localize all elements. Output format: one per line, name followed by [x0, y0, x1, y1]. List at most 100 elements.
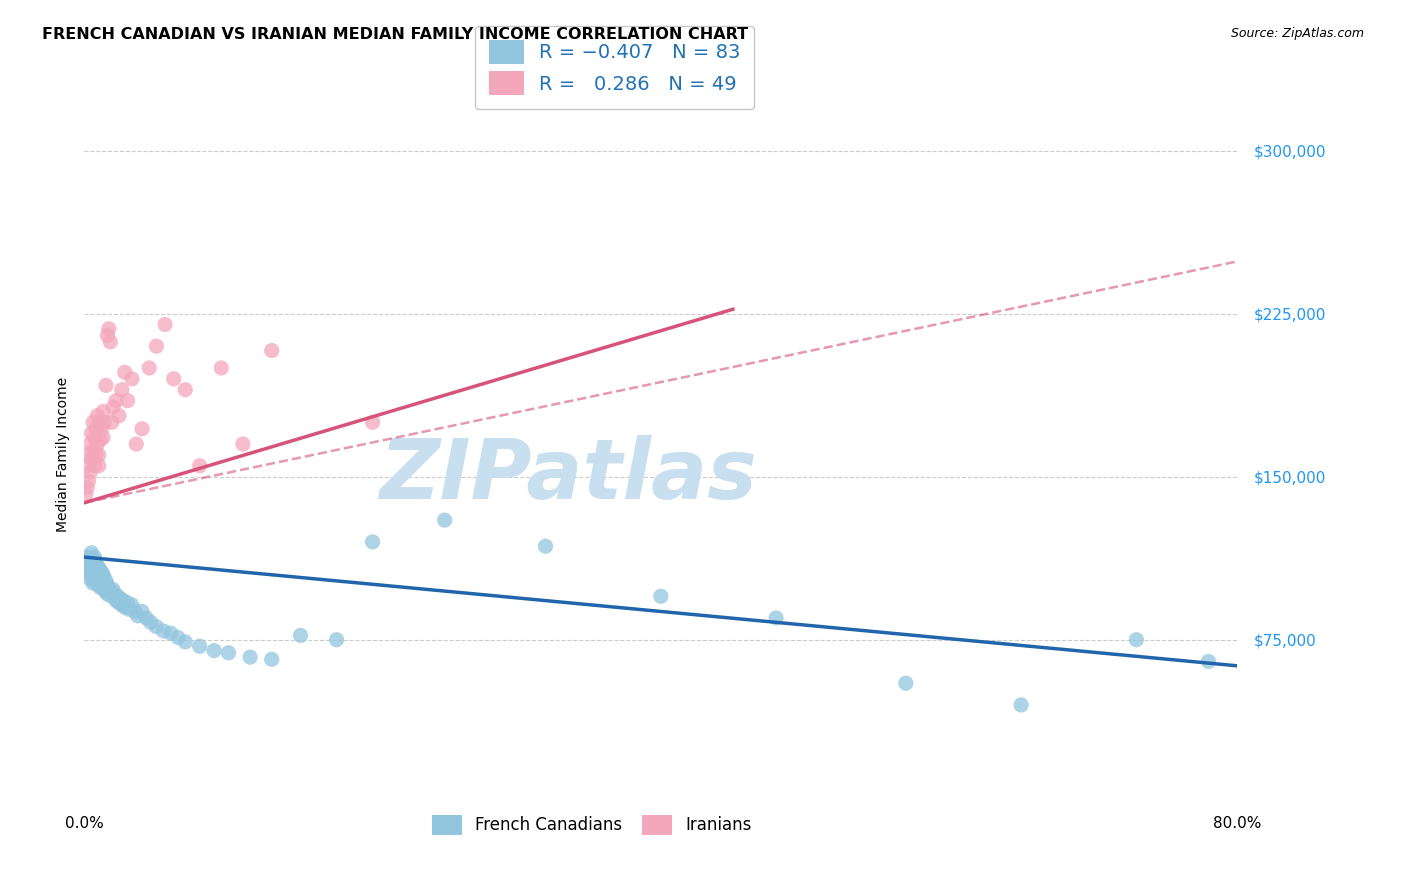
Point [174, 383, 197, 397]
Point [87, 458, 110, 473]
Point [108, 596, 131, 610]
Point [79, 563, 101, 577]
Point [83, 557, 105, 571]
Point [76, 458, 98, 473]
Point [125, 437, 148, 451]
Point [110, 591, 132, 606]
Point [91, 430, 114, 444]
Point [105, 593, 128, 607]
Point [765, 611, 787, 625]
Point [103, 400, 124, 414]
Text: ZIPatlas: ZIPatlas [380, 435, 758, 516]
Point [84, 563, 107, 577]
Point [98, 334, 121, 349]
Point [117, 596, 139, 610]
Point [121, 372, 143, 386]
Text: FRENCH CANADIAN VS IRANIAN MEDIAN FAMILY INCOME CORRELATION CHART: FRENCH CANADIAN VS IRANIAN MEDIAN FAMILY… [42, 27, 748, 42]
Point [80, 546, 103, 560]
Point [174, 635, 197, 649]
Point [93, 572, 115, 586]
Point [86, 409, 108, 423]
Point [94, 378, 117, 392]
Point [112, 593, 135, 607]
Point [325, 632, 347, 647]
Point [167, 631, 190, 645]
Point [209, 360, 232, 375]
Point [96, 587, 118, 601]
Point [139, 615, 162, 630]
Point [76, 561, 98, 575]
Point [1125, 632, 1147, 647]
Point [83, 458, 105, 473]
Point [83, 574, 105, 588]
Point [91, 567, 114, 582]
Point [79, 554, 101, 568]
Point [77, 552, 100, 566]
Point [114, 600, 136, 615]
Point [650, 589, 672, 603]
Point [86, 558, 108, 573]
Point [84, 422, 107, 436]
Point [160, 626, 183, 640]
Point [93, 415, 115, 429]
Point [82, 561, 104, 575]
Point [124, 605, 146, 619]
Point [97, 322, 120, 336]
Point [84, 448, 107, 462]
Point [1010, 698, 1032, 712]
Point [90, 566, 112, 580]
Point [361, 415, 384, 429]
Point [100, 589, 122, 603]
Point [96, 578, 118, 592]
Point [433, 513, 456, 527]
Point [80, 570, 103, 584]
Point [82, 552, 104, 566]
Point [75, 487, 97, 501]
Point [90, 422, 112, 436]
Point [86, 566, 108, 580]
Point [894, 676, 917, 690]
Point [80, 452, 103, 467]
Point [83, 430, 105, 444]
Point [108, 409, 131, 423]
Point [145, 339, 167, 353]
Point [100, 415, 122, 429]
Point [89, 572, 111, 586]
Point [534, 539, 557, 553]
Point [87, 448, 110, 462]
Legend: French Canadians, Iranians: French Canadians, Iranians [423, 806, 761, 843]
Point [290, 628, 312, 642]
Point [218, 646, 240, 660]
Point [84, 554, 107, 568]
Point [75, 557, 97, 571]
Point [1198, 655, 1220, 669]
Point [98, 585, 121, 599]
Point [87, 578, 110, 592]
Point [105, 393, 128, 408]
Point [239, 650, 262, 665]
Point [118, 602, 141, 616]
Point [145, 620, 167, 634]
Point [83, 550, 105, 565]
Point [111, 598, 134, 612]
Point [77, 558, 100, 573]
Point [96, 328, 118, 343]
Point [135, 611, 157, 625]
Point [89, 433, 111, 447]
Point [79, 572, 101, 586]
Point [83, 566, 105, 580]
Point [97, 581, 120, 595]
Point [131, 605, 153, 619]
Point [86, 437, 108, 451]
Point [77, 448, 100, 462]
Point [77, 474, 100, 488]
Point [94, 574, 117, 588]
Point [94, 585, 117, 599]
Point [87, 561, 110, 575]
Point [107, 589, 129, 603]
Point [91, 578, 114, 592]
Point [79, 466, 101, 480]
Point [103, 582, 124, 597]
Point [87, 570, 110, 584]
Point [163, 372, 186, 386]
